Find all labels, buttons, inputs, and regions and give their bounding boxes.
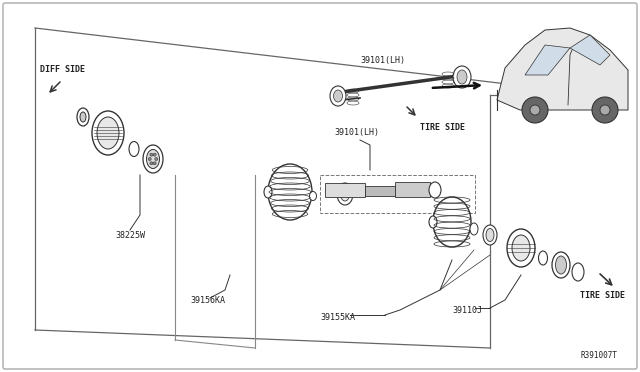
Ellipse shape [470,223,478,235]
Circle shape [150,153,153,156]
Ellipse shape [330,86,346,106]
Circle shape [153,153,156,156]
Ellipse shape [337,183,353,205]
Polygon shape [497,28,628,110]
Text: 39101(LH): 39101(LH) [334,128,379,137]
Ellipse shape [457,70,467,84]
Ellipse shape [556,256,566,274]
Ellipse shape [429,182,441,198]
Ellipse shape [552,252,570,278]
Text: 39101(LH): 39101(LH) [360,56,405,65]
Circle shape [600,105,610,115]
Ellipse shape [97,117,119,149]
Text: R391007T: R391007T [581,351,618,360]
Bar [395,182,430,197]
Text: TIRE SIDE: TIRE SIDE [580,291,625,300]
Text: 39156KA: 39156KA [190,296,225,305]
Ellipse shape [572,263,584,281]
Text: 38225W: 38225W [115,231,145,240]
Ellipse shape [77,108,89,126]
Ellipse shape [340,187,349,201]
Ellipse shape [129,141,139,157]
Circle shape [153,162,156,165]
Text: 39110J: 39110J [452,306,482,315]
Ellipse shape [483,225,497,245]
Ellipse shape [512,235,530,261]
Ellipse shape [80,112,86,122]
Ellipse shape [429,216,437,228]
Circle shape [530,105,540,115]
Circle shape [150,162,153,165]
Ellipse shape [268,164,312,220]
Text: DIFF SIDE: DIFF SIDE [40,65,85,74]
Ellipse shape [147,150,159,169]
Bar [365,186,395,196]
Bar [325,183,365,197]
Ellipse shape [433,197,471,247]
Ellipse shape [264,186,272,198]
Circle shape [592,97,618,123]
Text: TIRE SIDE: TIRE SIDE [420,123,465,132]
Ellipse shape [333,90,342,102]
Polygon shape [525,45,570,75]
Ellipse shape [310,192,317,201]
Bar [320,175,475,213]
Polygon shape [570,35,610,65]
Circle shape [522,97,548,123]
Circle shape [148,157,151,160]
Ellipse shape [507,229,535,267]
Ellipse shape [92,111,124,155]
Text: 39155KA: 39155KA [320,313,355,322]
FancyBboxPatch shape [3,3,637,369]
Ellipse shape [538,251,547,265]
Ellipse shape [453,66,471,88]
Circle shape [155,157,158,160]
Ellipse shape [486,228,494,241]
Ellipse shape [143,145,163,173]
